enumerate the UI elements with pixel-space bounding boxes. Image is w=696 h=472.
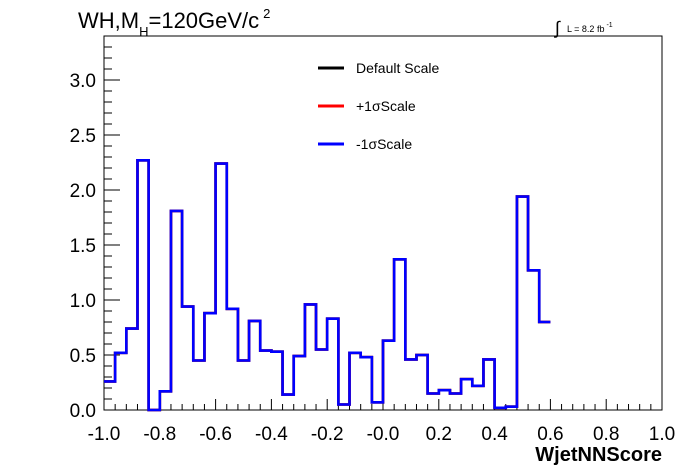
y-tick-label: 2.5 — [70, 126, 96, 147]
x-tick-label: -0.4 — [255, 424, 288, 445]
x-tick-label: -1.0 — [88, 424, 121, 445]
series-line--1-scale — [104, 159, 551, 412]
title-value: =120GeV/c — [148, 8, 259, 33]
x-tick-label: 0.8 — [593, 424, 619, 445]
x-tick-label: 0.4 — [481, 424, 508, 445]
y-tick-label: 0.5 — [70, 346, 96, 367]
y-tick-label: 1.0 — [70, 291, 96, 312]
x-axis-label: WjetNNScore — [535, 444, 662, 466]
chart-title: WH,MH=120GeV/c 2 — [78, 6, 270, 39]
x-tick-label: -0.6 — [199, 424, 232, 445]
legend-entry-label: +1σScale — [356, 98, 416, 114]
title-subscript: H — [139, 24, 148, 39]
x-tick-label: 0.6 — [537, 424, 563, 445]
y-tick-label: 2.0 — [70, 181, 96, 202]
lumi-superscript: -1 — [606, 22, 612, 29]
y-tick-label: 3.0 — [70, 71, 96, 92]
x-tick-label: -0.2 — [311, 424, 344, 445]
title-prefix: WH,M — [78, 8, 139, 33]
y-tick-label: 0.0 — [70, 401, 96, 422]
y-tick-label: 1.5 — [70, 236, 96, 257]
lumi-text: L = 8.2 fb — [567, 24, 604, 34]
legend-entry-label: Default Scale — [356, 60, 439, 76]
series-group — [104, 159, 551, 412]
axis-ticks: -1.0 -0.8 -0.6 -0.4 -0.2 -0.0 0.2 0.4 0.6 0.8 1.0 0… — [70, 35, 675, 445]
x-tick-label: 1.0 — [649, 424, 675, 445]
integral-symbol: ∫ — [553, 18, 561, 38]
title-superscript: 2 — [263, 6, 270, 21]
x-tick-label: -0.8 — [143, 424, 176, 445]
legend-entry-label: -1σScale — [356, 136, 412, 152]
legend: Default Scale +1σScale -1σScale — [318, 60, 439, 152]
x-tick-label: -0.0 — [367, 424, 400, 445]
x-tick-label: 0.2 — [426, 424, 452, 445]
lumi-label: L = 8.2 fb -1 — [567, 22, 613, 34]
